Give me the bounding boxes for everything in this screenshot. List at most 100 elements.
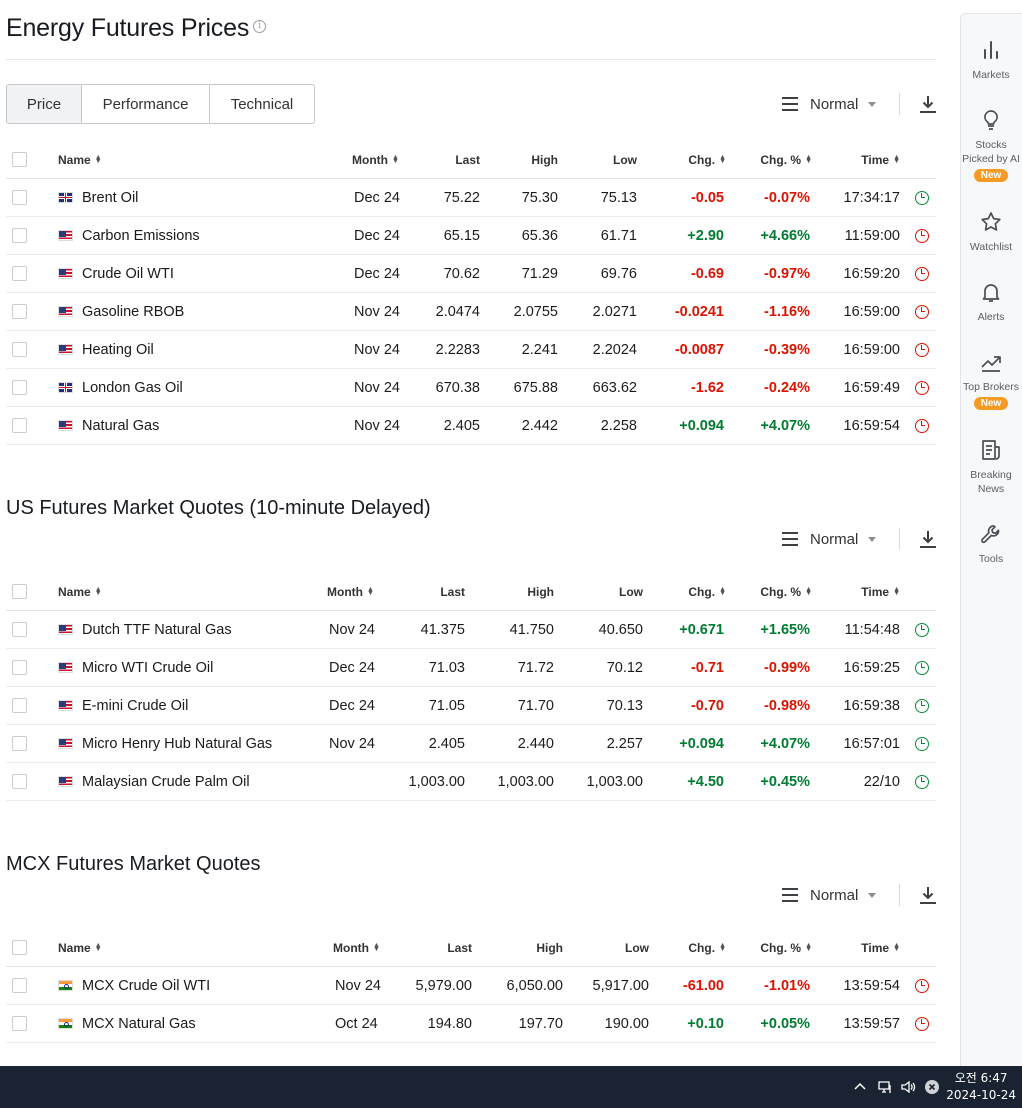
row-checkbox[interactable] xyxy=(12,342,27,357)
column-header-time[interactable]: Time ▲ ▼ xyxy=(861,929,900,966)
tab-technical[interactable]: Technical xyxy=(209,84,315,124)
rail-item-alerts[interactable]: Alerts xyxy=(955,280,1022,324)
select-all-checkbox[interactable] xyxy=(12,584,27,599)
row-checkbox[interactable] xyxy=(12,622,27,637)
instrument-link[interactable]: Micro Henry Hub Natural Gas xyxy=(82,735,273,752)
column-header-month[interactable]: Month ▲ ▼ xyxy=(327,573,374,610)
info-icon[interactable]: i xyxy=(253,20,267,33)
market-status-cell xyxy=(915,1005,929,1042)
time-value: 11:54:48 xyxy=(844,621,900,638)
column-header-label: Month xyxy=(333,940,369,955)
select-all-checkbox[interactable] xyxy=(12,940,27,955)
table-row[interactable]: Gasoline RBOB Nov 24 2.0474 2.0755 2.0271 -0.… xyxy=(6,293,936,331)
table-row[interactable]: MCX Natural Gas Oct 24 194.80 197.70 190.00 +… xyxy=(6,1005,936,1043)
column-header-chg[interactable]: Chg. ▲ ▼ xyxy=(688,141,726,178)
row-checkbox-cell xyxy=(12,331,27,368)
column-header-chg[interactable]: Chg. ▲ ▼ xyxy=(688,929,726,966)
column-header-chg-pct[interactable]: Chg. % ▲ ▼ xyxy=(760,573,812,610)
menu-icon xyxy=(782,532,798,546)
rail-item-tools[interactable]: Tools xyxy=(955,522,1022,566)
row-checkbox[interactable] xyxy=(12,698,27,713)
show-hidden-icons-button[interactable] xyxy=(852,1066,868,1108)
network-icon[interactable] xyxy=(877,1066,893,1108)
select-all-checkbox[interactable] xyxy=(12,152,27,167)
table-row[interactable]: London Gas Oil Nov 24 670.38 675.88 663.62 -1… xyxy=(6,369,936,407)
column-header-name[interactable]: Name ▲ ▼ xyxy=(58,929,102,966)
view-mode-dropdown[interactable]: Normal xyxy=(782,92,877,116)
rail-item-stocks-ai[interactable]: Stocks Picked by AI New xyxy=(955,108,1022,182)
instrument-link[interactable]: London Gas Oil xyxy=(82,379,183,396)
table-row[interactable]: Micro WTI Crude Oil Dec 24 71.03 71.72 70.12… xyxy=(6,649,936,687)
table-row[interactable]: Dutch TTF Natural Gas Nov 24 41.375 41.750 4… xyxy=(6,611,936,649)
download-button[interactable] xyxy=(919,885,937,905)
instrument-link[interactable]: Gasoline RBOB xyxy=(82,303,185,320)
column-header-time[interactable]: Time ▲ ▼ xyxy=(861,573,900,610)
instrument-link[interactable]: Heating Oil xyxy=(82,341,154,358)
row-checkbox[interactable] xyxy=(12,774,27,789)
rail-item-watchlist[interactable]: Watchlist xyxy=(955,210,1022,254)
instrument-link[interactable]: MCX Crude Oil WTI xyxy=(82,977,211,994)
row-checkbox-cell xyxy=(12,763,27,800)
table-row[interactable]: Carbon Emissions Dec 24 65.15 65.36 61.71 +2.… xyxy=(6,217,936,255)
table-row[interactable]: Natural Gas Nov 24 2.405 2.442 2.258 +0.094 +4… xyxy=(6,407,936,445)
instrument-link[interactable]: Crude Oil WTI xyxy=(82,265,174,282)
instrument-link[interactable]: E-mini Crude Oil xyxy=(82,697,189,714)
column-header-time[interactable]: Time ▲ ▼ xyxy=(861,141,900,178)
column-header-label: Last xyxy=(440,584,465,599)
instrument-link[interactable]: Micro WTI Crude Oil xyxy=(82,659,214,676)
month-cell: Nov 24 xyxy=(354,293,400,330)
bell-icon xyxy=(979,280,1003,304)
instrument-name-cell: Carbon Emissions xyxy=(58,217,200,254)
table-row[interactable]: Malaysian Crude Palm Oil 1,003.00 1,003.00… xyxy=(6,763,936,801)
column-header-month[interactable]: Month ▲ ▼ xyxy=(352,141,399,178)
chg-value: +2.90 xyxy=(687,227,724,244)
column-header-chg-pct[interactable]: Chg. % ▲ ▼ xyxy=(760,141,812,178)
row-checkbox-cell xyxy=(12,649,27,686)
us-futures-table: Name ▲ ▼ Month ▲ ▼ Last High Low Chg. ▲ ▼ Chg. % ▲ ▼ Ti… xyxy=(6,573,936,801)
download-button[interactable] xyxy=(919,529,937,549)
rail-item-breaking-news[interactable]: Breaking News xyxy=(955,438,1022,496)
row-checkbox[interactable] xyxy=(12,266,27,281)
column-header-chg-pct[interactable]: Chg. % ▲ ▼ xyxy=(760,929,812,966)
table-row[interactable]: Micro Henry Hub Natural Gas Nov 24 2.405 2.… xyxy=(6,725,936,763)
table-row[interactable]: E-mini Crude Oil Dec 24 71.05 71.70 70.13 -0.… xyxy=(6,687,936,725)
table-row[interactable]: MCX Crude Oil WTI Nov 24 5,979.00 6,050.00 5… xyxy=(6,967,936,1005)
high-cell: 2.440 xyxy=(518,725,554,762)
table-row[interactable]: Brent Oil Dec 24 75.22 75.30 75.13 -0.05 -0.07… xyxy=(6,179,936,217)
row-checkbox[interactable] xyxy=(12,978,27,993)
row-checkbox[interactable] xyxy=(12,304,27,319)
tab-price[interactable]: Price xyxy=(6,84,82,124)
view-mode-dropdown[interactable]: Normal xyxy=(782,883,877,907)
row-checkbox[interactable] xyxy=(12,380,27,395)
tab-performance[interactable]: Performance xyxy=(81,84,210,124)
column-header-name[interactable]: Name ▲ ▼ xyxy=(58,573,102,610)
instrument-link[interactable]: MCX Natural Gas xyxy=(82,1015,196,1032)
table-row[interactable]: Heating Oil Nov 24 2.2283 2.241 2.2024 -0.008… xyxy=(6,331,936,369)
time-cell: 16:59:00 xyxy=(844,293,900,330)
row-checkbox[interactable] xyxy=(12,228,27,243)
download-button[interactable] xyxy=(919,94,937,114)
row-checkbox[interactable] xyxy=(12,660,27,675)
column-header-name[interactable]: Name ▲ ▼ xyxy=(58,141,102,178)
chg-pct-value: -1.16% xyxy=(764,303,810,320)
rail-item-markets[interactable]: Markets xyxy=(955,38,1022,82)
chg-cell: -0.05 xyxy=(691,179,724,216)
view-mode-dropdown[interactable]: Normal xyxy=(782,527,877,551)
column-header-chg[interactable]: Chg. ▲ ▼ xyxy=(688,573,726,610)
volume-icon[interactable] xyxy=(900,1066,916,1108)
instrument-link[interactable]: Natural Gas xyxy=(82,417,160,434)
notification-x-icon[interactable] xyxy=(924,1066,940,1108)
instrument-link[interactable]: Dutch TTF Natural Gas xyxy=(82,621,232,638)
instrument-link[interactable]: Carbon Emissions xyxy=(82,227,200,244)
rail-item-top-brokers[interactable]: Top Brokers New xyxy=(955,350,1022,410)
row-checkbox[interactable] xyxy=(12,1016,27,1031)
table-row[interactable]: Crude Oil WTI Dec 24 70.62 71.29 69.76 -0.69 -… xyxy=(6,255,936,293)
row-checkbox[interactable] xyxy=(12,190,27,205)
row-checkbox[interactable] xyxy=(12,736,27,751)
row-checkbox[interactable] xyxy=(12,418,27,433)
clock-open-icon xyxy=(915,660,929,675)
taskbar-clock[interactable]: 오전 6:47 2024-10-24 xyxy=(946,1070,1016,1104)
column-header-month[interactable]: Month ▲ ▼ xyxy=(333,929,380,966)
instrument-link[interactable]: Malaysian Crude Palm Oil xyxy=(82,773,250,790)
instrument-link[interactable]: Brent Oil xyxy=(82,189,139,206)
